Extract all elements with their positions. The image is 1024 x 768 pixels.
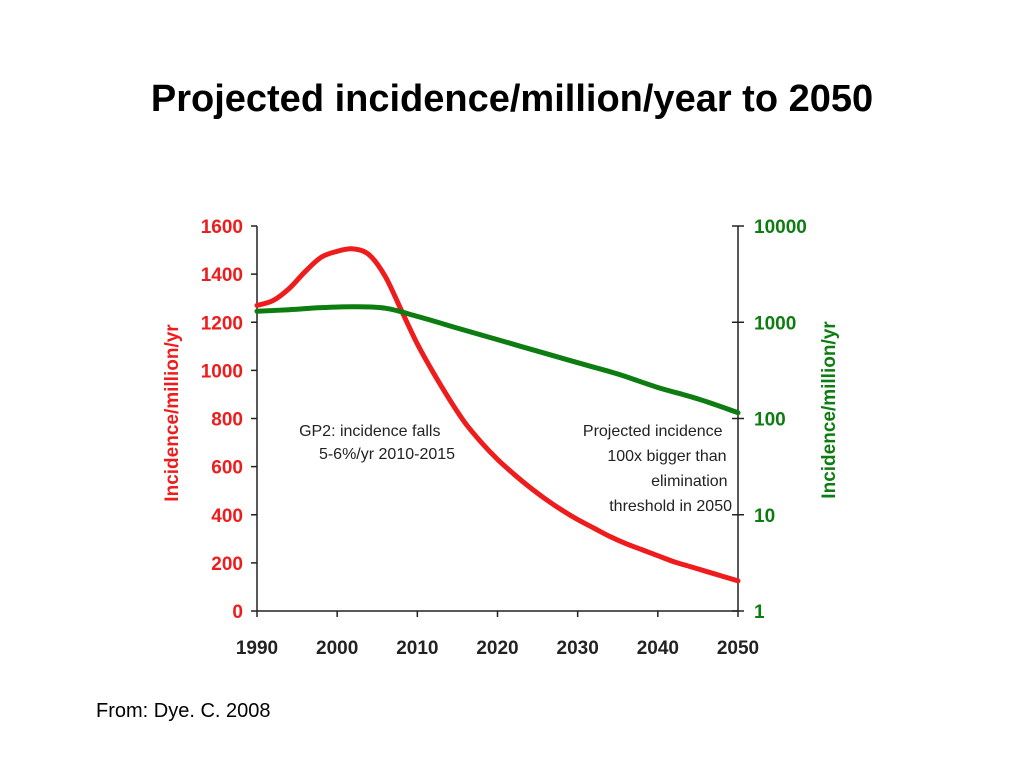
right-y-tick-label: 100 (754, 410, 786, 431)
right-y-tick-label: 10000 (754, 217, 807, 238)
x-ticks: 1990 2000 2010 2020 2030 2040 2050 (236, 611, 759, 659)
left-y-tick-label: 600 (211, 458, 243, 479)
right-y-tick-label: 1 (754, 602, 765, 623)
left-y-tick-label: 400 (211, 506, 243, 527)
x-tick-label: 2000 (316, 638, 358, 659)
x-tick-label: 2040 (637, 638, 679, 659)
right-y-tick-label: 1000 (754, 313, 796, 334)
x-tick-label: 2010 (396, 638, 438, 659)
right-y-tick-label: 10 (754, 506, 775, 527)
left-y-tick-label: 1200 (201, 313, 243, 334)
annotation-projected-line-3: elimination (651, 473, 727, 490)
series-line-left-axis (254, 246, 741, 584)
page-title: Projected incidence/million/year to 2050 (150, 78, 874, 120)
annotation-projected-line-4: threshold in 2050 (609, 498, 732, 515)
annotation-gp2: GP2: incidence falls 5-6%/yr 2010-2015 (299, 423, 455, 463)
x-tick-label: 2050 (717, 638, 759, 659)
annotation-projected-line-2: 100x bigger than (607, 448, 726, 465)
source-citation: From: Dye. C. 2008 (96, 700, 271, 722)
left-y-tick-label: 1000 (201, 361, 243, 382)
series-layer (254, 246, 741, 584)
annotation-projected-line-1: Projected incidence (583, 423, 723, 440)
left-y-ticks: 0 200 400 600 800 1000 1200 1400 1600 (201, 217, 257, 623)
x-tick-label: 2030 (557, 638, 599, 659)
left-y-tick-label: 800 (211, 410, 243, 431)
left-y-tick-label: 200 (211, 554, 243, 575)
annotation-projected: Projected incidence 100x bigger than eli… (583, 423, 732, 515)
left-y-axis-label: Incidence/million/yr (162, 324, 183, 502)
x-tick-label: 2020 (476, 638, 518, 659)
right-y-axis-label: Incidence/million/yr (819, 321, 840, 499)
left-y-tick-label: 0 (232, 602, 243, 623)
series-line-right-axis (254, 304, 741, 416)
right-y-ticks: 1 10 100 1000 10000 (732, 217, 807, 623)
annotation-gp2-line-1: GP2: incidence falls (299, 423, 440, 440)
left-y-tick-label: 1400 (201, 265, 243, 286)
left-y-tick-label: 1600 (201, 217, 243, 238)
x-tick-label: 1990 (236, 638, 278, 659)
annotation-gp2-line-2: 5-6%/yr 2010-2015 (319, 446, 455, 463)
